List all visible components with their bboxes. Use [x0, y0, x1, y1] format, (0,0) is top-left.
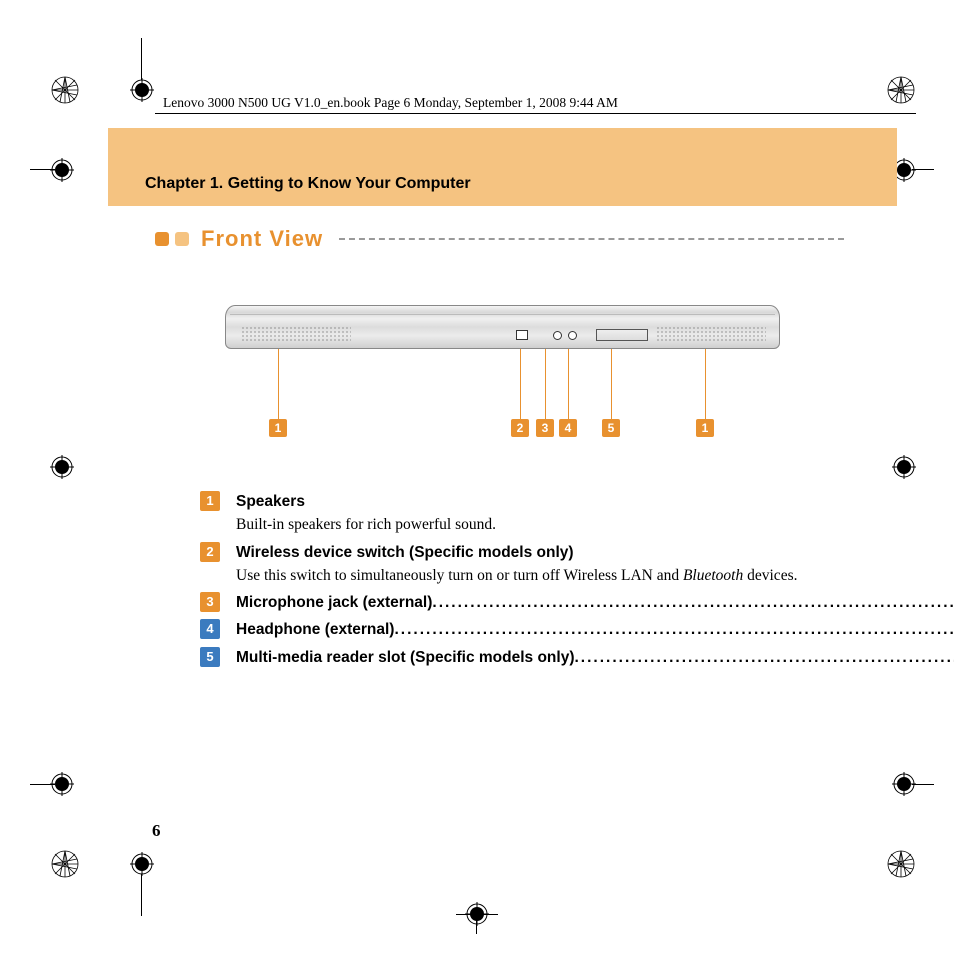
list-content: SpeakersBuilt-in speakers for rich power…	[236, 490, 844, 537]
headphone-jack-icon	[568, 331, 577, 340]
callout-line	[278, 349, 279, 419]
list-badge: 4	[200, 619, 220, 639]
section-rule	[339, 238, 844, 240]
callout-badge: 2	[511, 419, 529, 437]
crop-line	[476, 912, 477, 934]
section-heading: Front View	[155, 226, 844, 252]
callout-badge: 1	[269, 419, 287, 437]
list-item: 2 Wireless device switch (Specific models…	[200, 541, 844, 588]
reg-mark	[892, 455, 916, 479]
list-content: Headphone (external) 41	[236, 618, 954, 641]
feature-list: 1 SpeakersBuilt-in speakers for rich powe…	[200, 490, 844, 673]
toc-leader	[432, 591, 954, 614]
bullet-icon	[155, 232, 169, 246]
crop-line	[30, 784, 55, 785]
crop-sunburst-br	[886, 849, 916, 879]
item-title: Microphone jack (external)	[236, 591, 432, 614]
callout-line	[705, 349, 706, 419]
callout-badge: 5	[602, 419, 620, 437]
crop-sunburst-tr	[886, 75, 916, 105]
list-badge: 3	[200, 592, 220, 612]
chapter-title: Chapter 1. Getting to Know Your Computer	[145, 175, 471, 193]
card-reader-icon	[596, 329, 648, 341]
section-title: Front View	[201, 226, 323, 252]
callout-badge: 1	[696, 419, 714, 437]
crop-sunburst-tl	[50, 75, 80, 105]
speaker-left-icon	[241, 326, 351, 342]
list-item: 3Microphone jack (external) 42	[200, 591, 844, 614]
reg-mark	[50, 455, 74, 479]
list-content: Multi-media reader slot (Specific models…	[236, 646, 954, 669]
crop-line	[30, 169, 55, 170]
mic-jack-icon	[553, 331, 562, 340]
item-title: Multi-media reader slot (Specific models…	[236, 646, 575, 669]
reg-mark	[130, 78, 154, 102]
item-description: Use this switch to simultaneously turn o…	[236, 564, 844, 587]
callout-line	[568, 349, 569, 419]
reg-mark	[130, 852, 154, 876]
header-rule	[155, 113, 916, 114]
crop-line	[912, 169, 934, 170]
crop-sunburst-bl	[50, 849, 80, 879]
item-title: Headphone (external)	[236, 618, 394, 641]
callout-badge: 3	[536, 419, 554, 437]
page-number: 6	[152, 821, 161, 841]
list-content: Wireless device switch (Specific models …	[236, 541, 844, 588]
wireless-switch-icon	[516, 330, 528, 340]
laptop-front-diagram	[225, 305, 780, 360]
laptop-body	[225, 305, 780, 349]
list-item: 1 SpeakersBuilt-in speakers for rich powe…	[200, 490, 844, 537]
list-badge: 1	[200, 491, 220, 511]
crop-line	[912, 784, 934, 785]
callout-line	[611, 349, 612, 419]
speaker-right-icon	[656, 326, 766, 342]
list-item: 4Headphone (external) 41	[200, 618, 844, 641]
item-title: Wireless device switch (Specific models …	[236, 541, 844, 564]
crop-line	[141, 38, 142, 80]
reg-mark	[50, 158, 74, 182]
list-badge: 5	[200, 647, 220, 667]
list-item: 5 Multi-media reader slot (Specific model…	[200, 646, 844, 669]
crop-line	[141, 874, 142, 916]
bullet-icon	[175, 232, 189, 246]
item-title: Speakers	[236, 490, 844, 513]
callout-line	[520, 349, 521, 419]
callout-line	[545, 349, 546, 419]
list-content: Microphone jack (external) 42	[236, 591, 954, 614]
toc-leader	[575, 646, 954, 669]
chapter-banner	[108, 128, 897, 206]
callout-badge: 4	[559, 419, 577, 437]
item-description: Built-in speakers for rich powerful soun…	[236, 513, 844, 536]
toc-leader	[394, 618, 954, 641]
crop-line	[456, 914, 498, 915]
list-badge: 2	[200, 542, 220, 562]
header-info: Lenovo 3000 N500 UG V1.0_en.book Page 6 …	[163, 95, 618, 111]
